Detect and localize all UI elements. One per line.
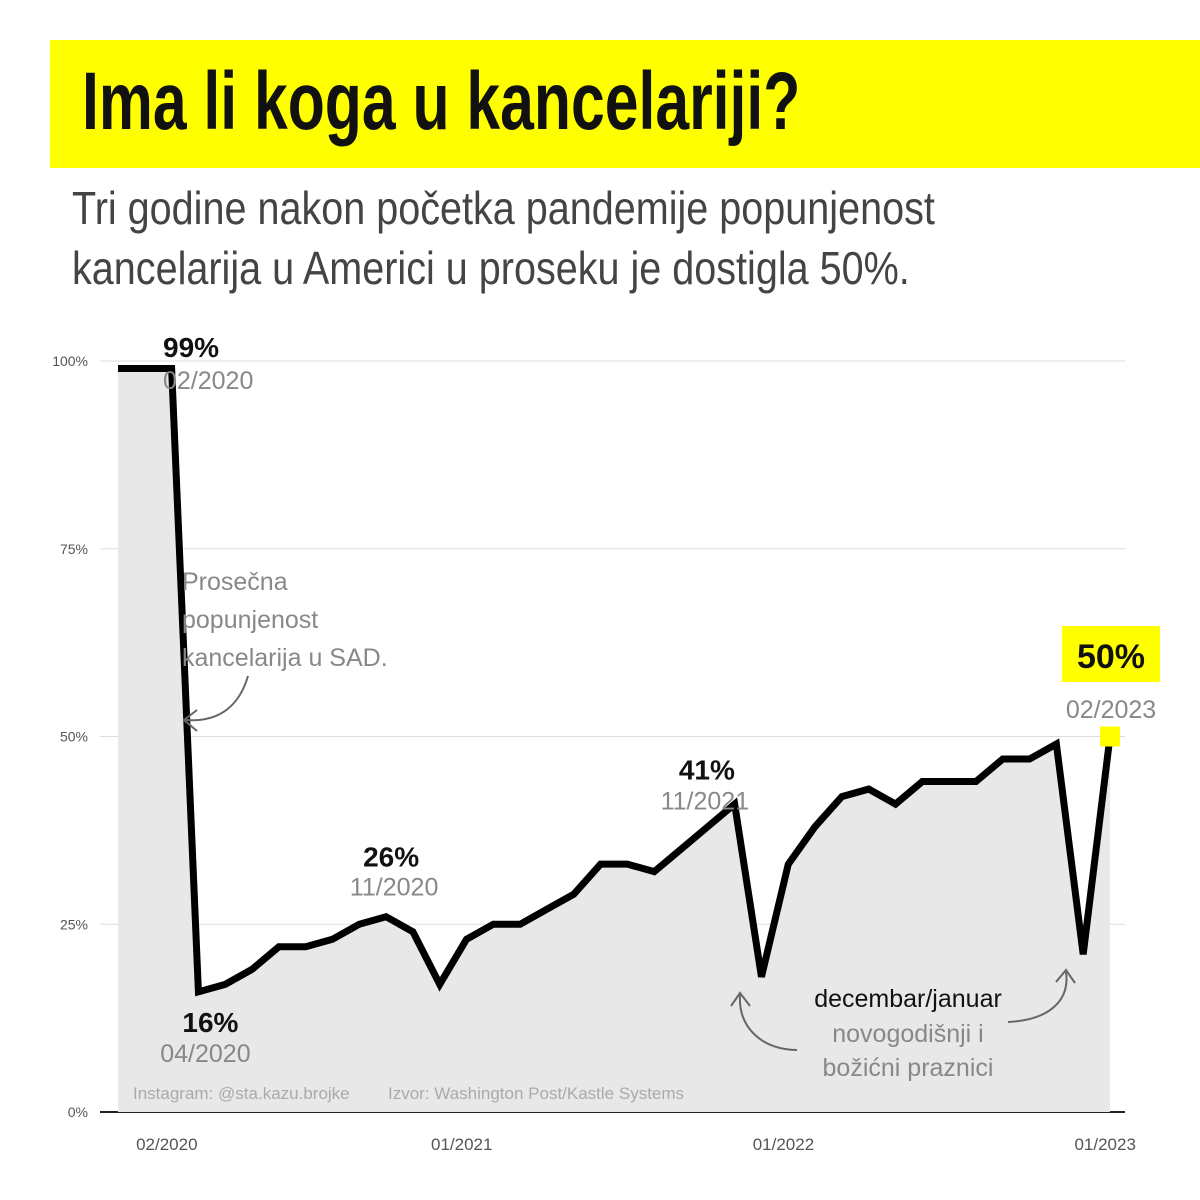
arrow-icon xyxy=(738,994,798,1051)
data-point xyxy=(625,862,629,866)
data-point xyxy=(277,945,281,949)
annotation-date: 04/2020 xyxy=(160,1040,250,1068)
highlight-box xyxy=(1062,626,1160,682)
y-tick-label: 0% xyxy=(68,1104,88,1120)
subtitle-line-1: Tri godine nakon početka pandemije popun… xyxy=(72,182,935,234)
data-point xyxy=(1054,742,1058,746)
arrowhead-icon xyxy=(730,991,751,1007)
subtitle-line-2: kancelarija u Americi u proseku je dosti… xyxy=(72,242,910,294)
data-point xyxy=(491,922,495,926)
note-holiday-line: novogodišnji i xyxy=(832,1020,984,1048)
data-point xyxy=(813,825,817,829)
data-point xyxy=(947,780,951,784)
data-point xyxy=(1028,757,1032,761)
data-point xyxy=(1001,757,1005,761)
y-tick-label: 75% xyxy=(60,541,88,557)
annotation-value: 99% xyxy=(163,332,219,363)
data-point xyxy=(116,367,120,371)
annotation-value: 26% xyxy=(363,842,419,873)
y-tick-label: 25% xyxy=(60,916,88,932)
data-point xyxy=(196,990,200,994)
note-holiday-line: božićni praznici xyxy=(823,1054,994,1082)
data-point xyxy=(438,982,442,986)
data-point xyxy=(920,780,924,784)
x-tick-label: 02/2020 xyxy=(136,1135,197,1154)
annotation-date: 11/2020 xyxy=(350,874,439,902)
annotation-value: 41% xyxy=(679,755,735,786)
data-point xyxy=(867,787,871,791)
page-title: Ima li koga u kancelariji? xyxy=(82,56,801,147)
arrowhead-icon xyxy=(182,709,198,732)
data-point xyxy=(304,945,308,949)
data-point xyxy=(411,930,415,934)
data-point xyxy=(250,967,254,971)
annotation-value: 16% xyxy=(182,1007,238,1038)
data-point xyxy=(572,892,576,896)
data-point xyxy=(518,922,522,926)
y-tick-label: 100% xyxy=(52,353,88,369)
annotation-value: 50% xyxy=(1077,638,1145,676)
occupancy-line xyxy=(118,365,1114,997)
data-point xyxy=(652,870,656,874)
note-average-line: popunjenost xyxy=(182,606,318,634)
arrowhead-icon xyxy=(1055,968,1076,984)
arrow-icon xyxy=(185,675,249,722)
data-point xyxy=(706,825,710,829)
data-point xyxy=(223,982,227,986)
data-point xyxy=(465,937,469,941)
data-point xyxy=(1081,952,1085,956)
data-point xyxy=(786,862,790,866)
x-tick-label: 01/2021 xyxy=(431,1135,492,1154)
arrow-icon xyxy=(1007,971,1068,1023)
note-average-line: Prosečna xyxy=(182,568,288,596)
data-point xyxy=(357,922,361,926)
data-point xyxy=(840,795,844,799)
title-band xyxy=(50,40,1200,168)
data-point xyxy=(759,975,763,979)
note-holiday-title: decembar/januar xyxy=(814,985,1002,1013)
note-average-line: kancelarija u SAD. xyxy=(182,644,388,672)
endpoint-marker xyxy=(1100,726,1120,747)
data-point xyxy=(143,367,147,371)
page-subtitle: Tri godine nakon početka pandemije popun… xyxy=(72,178,935,298)
x-tick-label: 01/2022 xyxy=(753,1135,814,1154)
data-point xyxy=(974,780,978,784)
annotation-date: 02/2023 xyxy=(1066,696,1156,724)
data-point xyxy=(679,847,683,851)
occupancy-area xyxy=(118,368,1110,1112)
data-point xyxy=(384,915,388,919)
credit-instagram: Instagram: @sta.kazu.brojke xyxy=(133,1084,350,1103)
data-point xyxy=(330,937,334,941)
annotation-date: 11/2021 xyxy=(661,788,750,816)
credit-source: Izvor: Washington Post/Kastle Systems xyxy=(388,1084,684,1103)
annotation-date: 02/2020 xyxy=(163,367,253,395)
y-tick-label: 50% xyxy=(60,729,88,745)
data-point xyxy=(599,862,603,866)
data-point xyxy=(894,802,898,806)
x-tick-label: 01/2023 xyxy=(1074,1135,1135,1154)
data-point xyxy=(545,907,549,911)
